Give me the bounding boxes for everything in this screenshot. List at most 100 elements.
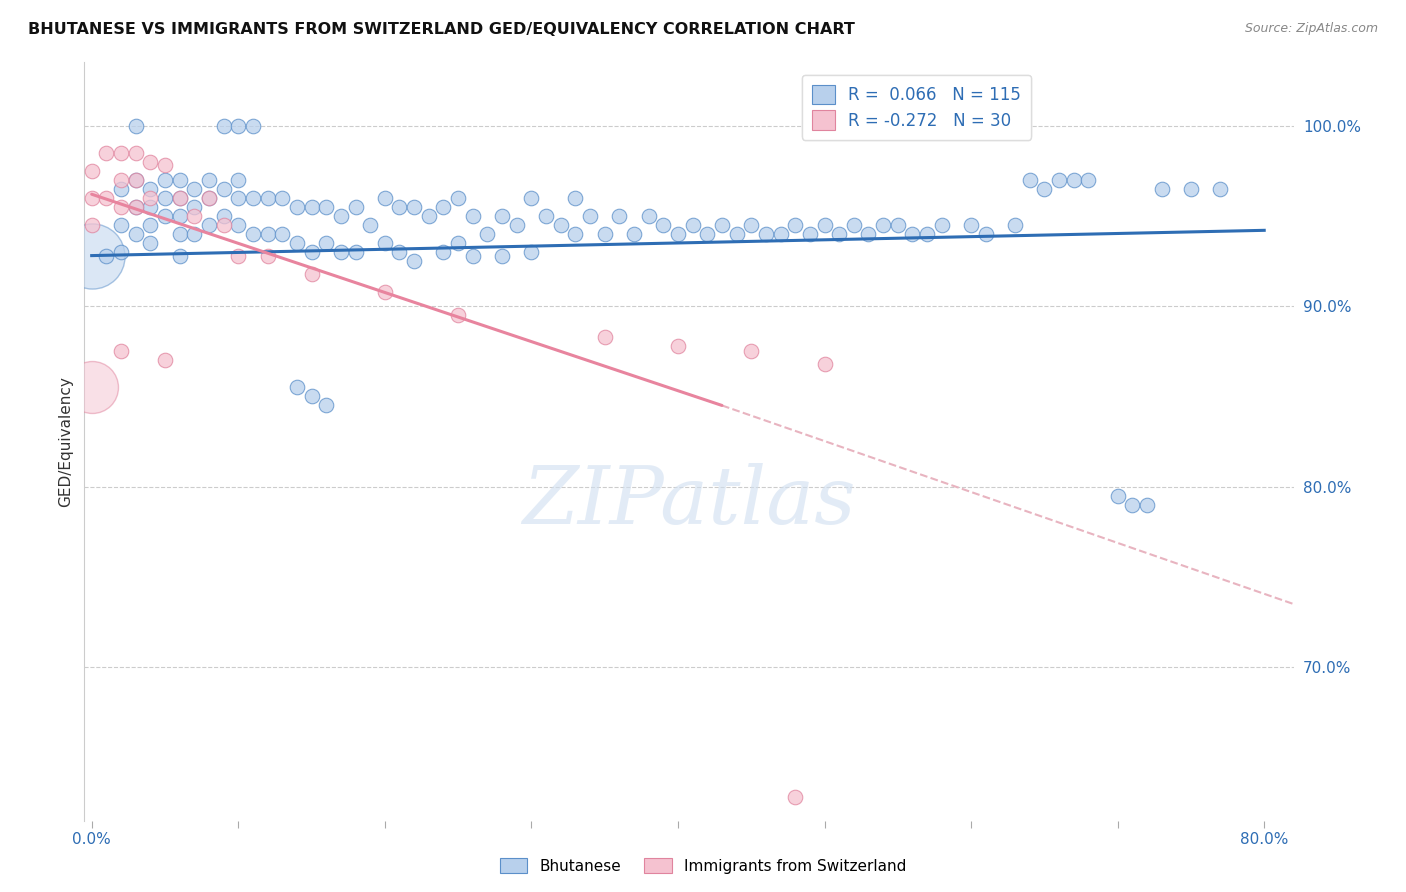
Legend: R =  0.066   N = 115, R = -0.272   N = 30: R = 0.066 N = 115, R = -0.272 N = 30 (801, 75, 1031, 140)
Point (491, 249, 513, 263)
Point (960, 218, 983, 232)
Point (974, 227, 997, 241)
Point (226, 119, 249, 133)
Point (666, 227, 689, 241)
Point (169, 173, 191, 187)
Point (813, 357, 835, 371)
Point (153, 191, 176, 205)
Point (139, 182, 162, 196)
Text: Source: ZipAtlas.com: Source: ZipAtlas.com (1244, 22, 1378, 36)
Point (139, 154, 162, 169)
Point (124, 173, 146, 187)
Point (285, 380, 308, 394)
Point (110, 344, 132, 359)
Point (169, 249, 191, 263)
Point (696, 227, 718, 241)
Point (80, 191, 103, 205)
Point (607, 209, 630, 223)
Point (124, 173, 146, 187)
Point (785, 218, 807, 232)
Point (96, 249, 118, 263)
Y-axis label: GED/Equivalency: GED/Equivalency (58, 376, 73, 507)
Point (447, 191, 470, 205)
Point (1107, 489, 1129, 503)
Point (110, 244, 132, 259)
Point (124, 145, 146, 160)
Point (226, 173, 249, 187)
Point (447, 308, 470, 322)
Point (666, 339, 689, 353)
Point (169, 191, 191, 205)
Point (212, 182, 235, 196)
Point (139, 218, 162, 232)
Point (858, 227, 880, 241)
Point (242, 191, 264, 205)
Point (110, 218, 132, 232)
Point (813, 218, 835, 232)
Point (769, 227, 792, 241)
Point (139, 191, 162, 205)
Legend: Bhutanese, Immigrants from Switzerland: Bhutanese, Immigrants from Switzerland (494, 852, 912, 880)
Point (329, 209, 352, 223)
Point (183, 209, 205, 223)
Point (285, 235, 308, 250)
Point (96, 145, 118, 160)
Point (623, 227, 645, 241)
Text: BHUTANESE VS IMMIGRANTS FROM SWITZERLAND GED/EQUIVALENCY CORRELATION CHART: BHUTANESE VS IMMIGRANTS FROM SWITZERLAND… (28, 22, 855, 37)
Point (315, 235, 337, 250)
Point (169, 227, 191, 241)
Point (534, 209, 557, 223)
Point (183, 227, 205, 241)
Point (842, 218, 865, 232)
Point (198, 173, 221, 187)
Point (212, 218, 235, 232)
Point (755, 227, 778, 241)
Point (183, 182, 205, 196)
Point (198, 191, 221, 205)
Point (1063, 173, 1085, 187)
Point (593, 330, 616, 344)
Point (359, 218, 381, 232)
Point (80, 380, 103, 394)
Point (96, 191, 118, 205)
Point (491, 209, 513, 223)
Point (461, 209, 484, 223)
Point (915, 227, 938, 241)
Point (652, 218, 675, 232)
Point (404, 254, 426, 268)
Point (315, 399, 337, 413)
Point (226, 249, 249, 263)
Point (1047, 173, 1070, 187)
Point (256, 227, 278, 241)
Point (110, 173, 132, 187)
Point (242, 227, 264, 241)
Point (799, 227, 821, 241)
Point (887, 218, 910, 232)
Point (124, 119, 146, 133)
Point (315, 200, 337, 214)
Point (153, 173, 176, 187)
Point (506, 218, 529, 232)
Point (301, 244, 323, 259)
Point (931, 218, 953, 232)
Point (183, 200, 205, 214)
Point (301, 267, 323, 281)
Point (374, 191, 396, 205)
Point (725, 227, 748, 241)
Point (80, 218, 103, 232)
Point (872, 218, 894, 232)
Point (477, 227, 499, 241)
Point (153, 158, 176, 172)
Point (153, 353, 176, 368)
Point (110, 200, 132, 214)
Point (124, 200, 146, 214)
Point (637, 209, 659, 223)
Point (153, 209, 176, 223)
Point (80, 249, 103, 263)
Point (169, 191, 191, 205)
Point (404, 200, 426, 214)
Point (1004, 218, 1026, 232)
Point (520, 244, 543, 259)
Point (139, 200, 162, 214)
Point (447, 235, 470, 250)
